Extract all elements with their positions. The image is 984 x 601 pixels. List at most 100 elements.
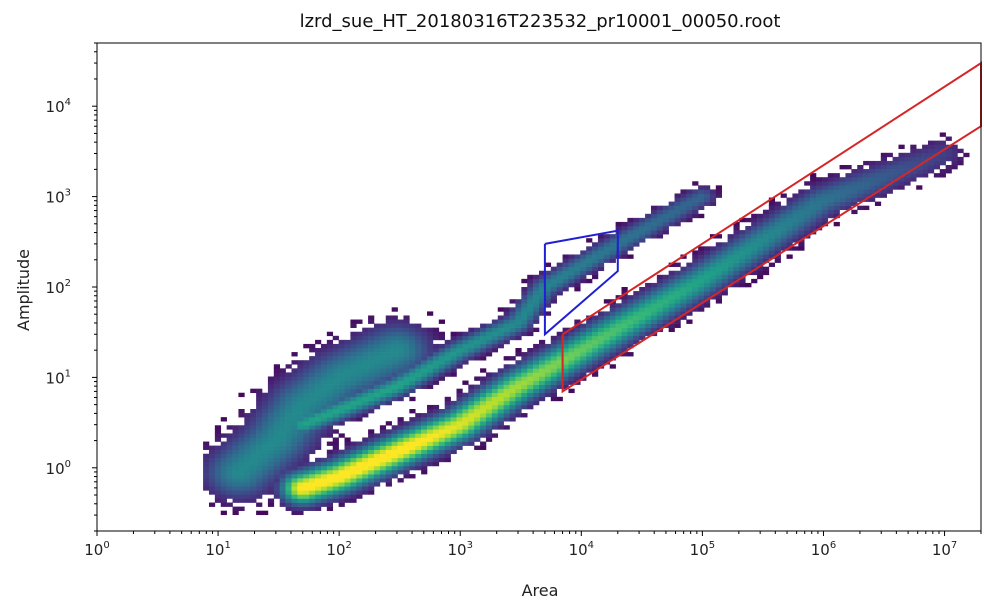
heatmap-cell <box>692 213 699 219</box>
heatmap-cell <box>332 384 339 389</box>
heatmap-cell <box>297 461 304 467</box>
heatmap-cell <box>344 388 351 394</box>
heatmap-cell <box>662 205 669 211</box>
heatmap-cell <box>674 282 681 288</box>
heatmap-cell <box>344 380 351 385</box>
heatmap-cell <box>544 364 552 369</box>
heatmap-cell <box>609 315 616 320</box>
heatmap-cell <box>544 311 552 316</box>
heatmap-cell <box>320 429 328 434</box>
heatmap-cell <box>344 396 351 402</box>
heatmap-cell <box>603 299 611 304</box>
heatmap-cell <box>208 482 216 487</box>
heatmap-cell <box>362 461 369 467</box>
heatmap-cell <box>639 319 646 324</box>
heatmap-cell <box>415 380 422 385</box>
heatmap-cell <box>326 404 334 410</box>
heatmap-cell <box>597 360 605 365</box>
heatmap-cell <box>615 319 622 324</box>
heatmap-cell <box>214 482 222 487</box>
heatmap-cell <box>409 417 416 422</box>
heatmap-cell <box>715 193 722 198</box>
heatmap-cell <box>262 486 269 491</box>
heatmap-cell <box>656 209 664 215</box>
heatmap-cell <box>821 201 829 206</box>
heatmap-cell <box>279 400 286 406</box>
heatmap-cell <box>391 433 398 438</box>
heatmap-cell <box>350 319 357 324</box>
heatmap-cell <box>297 376 304 381</box>
heatmap-cell <box>368 490 375 495</box>
heatmap-cell <box>562 339 569 345</box>
heatmap-cell <box>509 331 516 337</box>
heatmap-cell <box>273 425 280 430</box>
heatmap-cell <box>297 413 304 418</box>
heatmap-cell <box>397 356 404 361</box>
heatmap-cell <box>521 307 528 312</box>
heatmap-cell <box>338 400 345 406</box>
heatmap-cell <box>344 445 351 450</box>
heatmap-cell <box>362 413 369 418</box>
heatmap-cell <box>568 282 575 288</box>
heatmap-cell <box>403 348 410 353</box>
heatmap-cell <box>680 217 687 223</box>
heatmap-cell <box>338 339 345 345</box>
heatmap-cell <box>326 502 334 507</box>
heatmap-cell <box>326 457 334 463</box>
heatmap-cell <box>927 144 935 150</box>
heatmap-cell <box>927 152 935 158</box>
heatmap-cell <box>403 323 410 328</box>
heatmap-cell <box>244 490 251 495</box>
heatmap-cell <box>303 425 310 430</box>
heatmap-cell <box>315 478 322 483</box>
heatmap-cell <box>326 425 334 430</box>
heatmap-cell <box>539 348 546 353</box>
heatmap-cell <box>232 457 239 463</box>
heatmap-cell <box>291 453 298 459</box>
heatmap-cell <box>639 307 646 312</box>
heatmap-cell <box>232 494 239 499</box>
heatmap-cell <box>874 165 882 170</box>
heatmap-cell <box>297 433 304 438</box>
heatmap-cell <box>303 490 310 495</box>
heatmap-cell <box>586 352 593 357</box>
heatmap-cell <box>692 287 699 292</box>
heatmap-cell <box>645 331 652 337</box>
heatmap-cell <box>810 181 817 186</box>
heatmap-cell <box>320 343 328 349</box>
heatmap-cell <box>438 417 445 422</box>
heatmap-cell <box>762 246 770 251</box>
heatmap-cell <box>250 494 257 499</box>
heatmap-cell <box>668 307 675 312</box>
heatmap-cell <box>297 425 304 430</box>
heatmap-cell <box>556 396 563 402</box>
heatmap-cell <box>373 327 381 333</box>
heatmap-cell <box>509 372 516 377</box>
heatmap-cell <box>550 291 557 296</box>
heatmap-cell <box>686 307 693 312</box>
heatmap-cell <box>232 433 239 438</box>
heatmap-cell <box>315 417 322 422</box>
heatmap-cell <box>586 319 593 324</box>
heatmap-cell <box>220 502 227 507</box>
heatmap-cell <box>674 278 681 284</box>
heatmap-cell <box>232 449 239 455</box>
heatmap-cell <box>851 193 858 198</box>
heatmap-cell <box>821 185 829 190</box>
heatmap-cell <box>397 376 404 381</box>
heatmap-cell <box>485 404 493 410</box>
heatmap-cell <box>580 360 587 365</box>
heatmap-cell <box>338 449 345 455</box>
heatmap-cell <box>550 274 557 280</box>
heatmap-cell <box>379 441 387 446</box>
heatmap-cell <box>939 169 946 174</box>
heatmap-cell <box>792 238 799 243</box>
heatmap-cell <box>880 165 887 170</box>
heatmap-cell <box>757 250 764 255</box>
heatmap-cell <box>527 299 534 304</box>
heatmap-cell <box>898 181 905 186</box>
heatmap-cell <box>491 327 499 333</box>
heatmap-cell <box>556 339 563 345</box>
heatmap-cell <box>556 360 563 365</box>
heatmap-cell <box>303 441 310 446</box>
